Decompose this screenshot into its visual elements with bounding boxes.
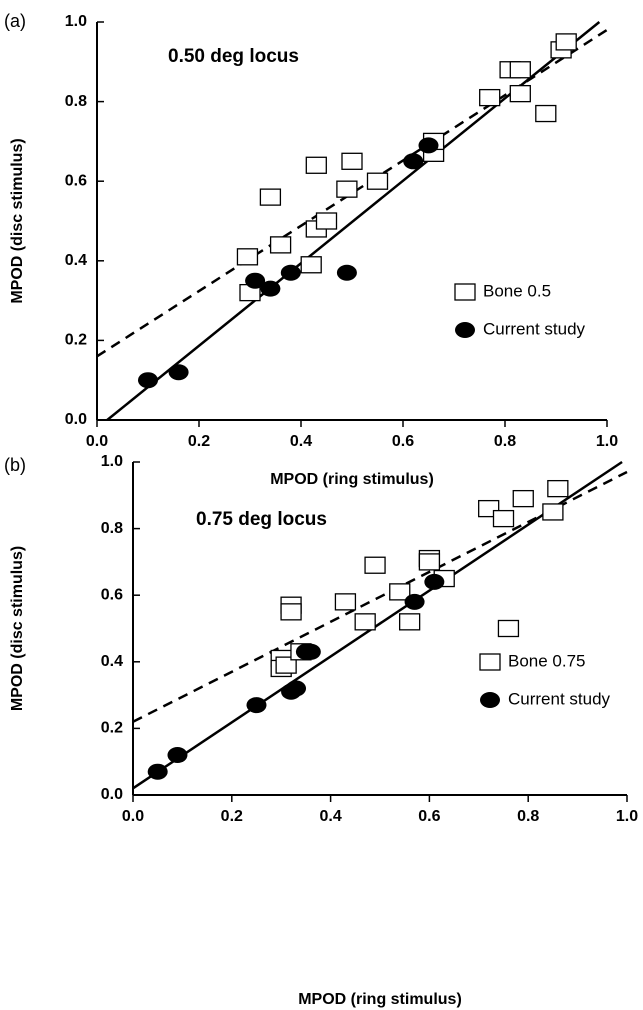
ellipse-marker (167, 747, 188, 764)
panel-label: (a) (4, 11, 26, 31)
square-marker (398, 613, 421, 631)
square-marker (512, 489, 534, 508)
legend-label: Current study (483, 319, 586, 338)
square-marker (479, 653, 501, 671)
x-tick-label: 1.0 (616, 808, 638, 825)
y-axis-label: MPOD (disc stimulus) (9, 546, 26, 711)
x-tick-label: 0.0 (86, 433, 108, 450)
y-tick-label: 0.8 (101, 520, 123, 537)
square-marker (366, 172, 389, 190)
square-marker (341, 152, 363, 170)
square-marker (300, 256, 322, 274)
ellipse-marker (138, 372, 158, 389)
x-tick-label: 0.8 (494, 433, 516, 450)
y-tick-label: 0.2 (101, 720, 123, 737)
ellipse-marker (403, 153, 424, 170)
chart-title: 0.50 deg locus (168, 46, 299, 67)
y-tick-label: 0.0 (65, 411, 87, 428)
y-tick-label: 0.6 (65, 172, 87, 189)
square-marker (275, 656, 297, 674)
x-tick-label: 0.6 (392, 433, 414, 450)
square-marker (479, 88, 501, 107)
square-marker (555, 33, 577, 51)
square-marker (334, 593, 357, 611)
x-tick-label: 0.2 (221, 808, 243, 825)
square-marker (354, 613, 376, 631)
x-axis-label: MPOD (ring stimulus) (270, 471, 434, 488)
chart-title: 0.75 deg locus (196, 509, 327, 530)
square-marker (509, 84, 531, 103)
x-tick-label: 0.6 (418, 808, 440, 825)
ellipse-marker (455, 322, 475, 338)
y-tick-label: 0.8 (65, 93, 87, 110)
square-marker (315, 212, 338, 230)
square-marker (418, 553, 441, 571)
x-tick-label: 0.2 (188, 433, 210, 450)
square-marker (269, 236, 292, 254)
ellipse-marker (480, 692, 500, 708)
y-tick-label: 0.6 (101, 586, 123, 603)
ellipse-marker (245, 272, 266, 289)
fit-line (106, 21, 601, 421)
square-marker (492, 509, 515, 528)
square-marker (547, 479, 569, 498)
square-marker (259, 188, 282, 206)
ellipse-marker (300, 643, 321, 660)
x-tick-label: 0.8 (517, 808, 539, 825)
square-marker (364, 556, 386, 574)
panel-label: (b) (4, 455, 26, 475)
panel: (a) 0.50 deg locus MPOD (ring stimulus) MPO… (4, 11, 618, 488)
legend-label: Bone 0.75 (508, 651, 586, 670)
y-tick-label: 0.0 (101, 786, 123, 803)
ellipse-marker (260, 280, 281, 297)
x-tick-label: 0.0 (122, 808, 144, 825)
square-marker (542, 503, 564, 521)
y-tick-label: 0.2 (65, 332, 87, 349)
square-marker (497, 619, 520, 638)
ellipse-marker (424, 573, 445, 590)
x-tick-label: 0.4 (290, 433, 312, 450)
y-tick-label: 1.0 (101, 453, 123, 470)
square-marker (236, 248, 259, 266)
square-marker (509, 61, 531, 79)
ellipse-marker (280, 264, 301, 281)
ellipse-marker (246, 697, 267, 714)
square-marker (305, 156, 327, 174)
ellipse-marker (336, 264, 357, 281)
y-axis-label: MPOD (disc stimulus) (9, 138, 26, 303)
ellipse-marker (418, 137, 439, 154)
square-marker (535, 104, 557, 123)
ellipse-marker (147, 763, 168, 780)
square-marker (280, 603, 302, 621)
ellipse-marker (286, 680, 307, 697)
x-tick-label: 1.0 (596, 433, 618, 450)
x-tick-label: 0.4 (319, 808, 341, 825)
ellipse-marker (404, 593, 425, 610)
x-axis-label: MPOD (ring stimulus) (298, 991, 462, 1008)
fit-line (132, 460, 623, 790)
y-tick-label: 0.4 (65, 252, 87, 269)
legend-label: Current study (508, 689, 611, 708)
square-marker (336, 180, 358, 198)
panel: (b) 0.75 deg locus MPOD (ring stimulus) MPO… (4, 453, 638, 1008)
square-marker (389, 583, 411, 601)
ellipse-marker (168, 364, 189, 381)
y-tick-label: 1.0 (65, 13, 87, 30)
y-tick-label: 0.4 (101, 653, 123, 670)
square-marker (454, 283, 476, 301)
legend-label: Bone 0.5 (483, 281, 551, 300)
